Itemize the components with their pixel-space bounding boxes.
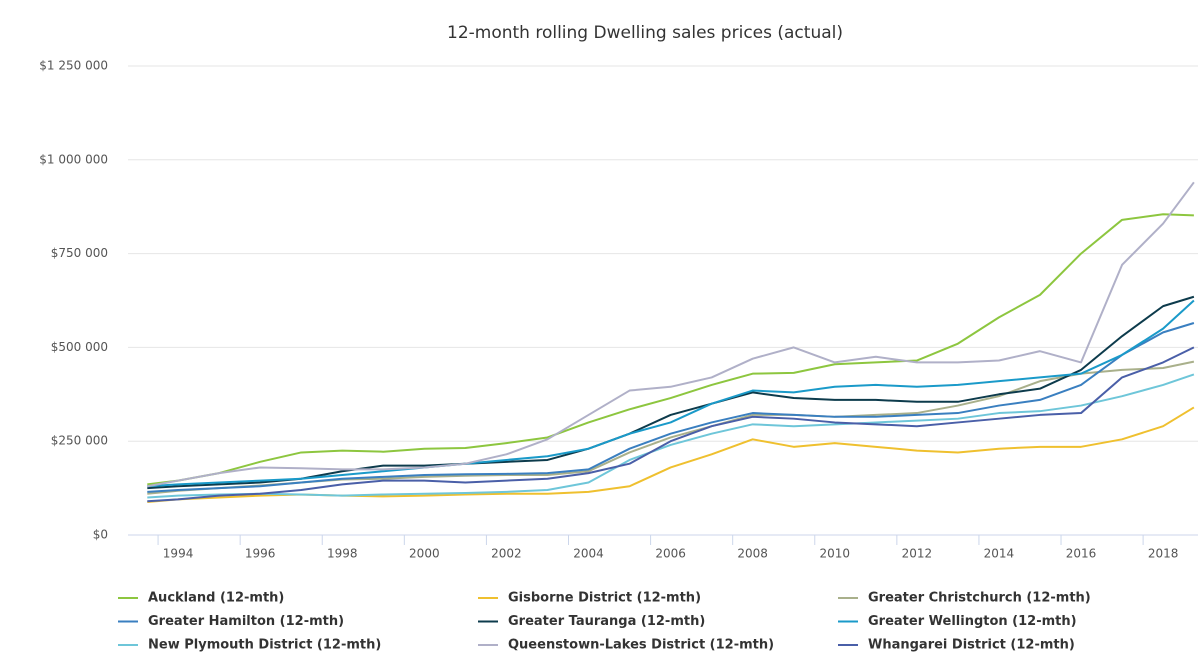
y-tick-label: $750 000 [51, 246, 108, 260]
x-tick-label: 2000 [409, 547, 440, 561]
x-tick-label: 2010 [819, 547, 850, 561]
x-tick-label: 2004 [573, 547, 604, 561]
legend-label: Queenstown-Lakes District (12-mth) [508, 638, 774, 653]
legend-label: Greater Wellington (12-mth) [868, 614, 1077, 629]
x-tick-label: 2008 [737, 547, 768, 561]
series-line [147, 299, 1195, 488]
x-tick-label: 2016 [1066, 547, 1097, 561]
series-line [147, 360, 1195, 495]
series-line [147, 295, 1195, 490]
x-tick-label: 1998 [327, 547, 358, 561]
y-tick-label: $1 250 000 [39, 59, 108, 73]
legend-label: Greater Hamilton (12-mth) [148, 614, 344, 629]
y-tick-label: $0 [93, 528, 108, 542]
legend-label: Auckland (12-mth) [148, 591, 284, 606]
legend-label: Greater Christchurch (12-mth) [868, 591, 1091, 606]
y-tick-label: $250 000 [51, 434, 108, 448]
legend-label: Greater Tauranga (12-mth) [508, 614, 705, 629]
legend-label: Whangarei District (12-mth) [868, 638, 1075, 653]
plot-area [147, 181, 1195, 503]
x-tick-label: 2014 [984, 547, 1015, 561]
x-tick-label: 2002 [491, 547, 522, 561]
series-line [147, 373, 1195, 499]
x-tick-label: 2006 [655, 547, 686, 561]
series-line [147, 322, 1195, 493]
chart-title: 12-month rolling Dwelling sales prices (… [447, 23, 843, 43]
x-tick-label: 1994 [163, 547, 194, 561]
y-tick-label: $500 000 [51, 340, 108, 354]
series-line [147, 346, 1195, 503]
x-tick-label: 2012 [902, 547, 933, 561]
y-tick-label: $1 000 000 [39, 152, 108, 166]
x-tick-label: 1996 [245, 547, 276, 561]
series-line [147, 213, 1194, 486]
x-tick-label: 2018 [1148, 547, 1179, 561]
series-line [147, 181, 1195, 488]
legend-label: New Plymouth District (12-mth) [148, 638, 381, 653]
legend-label: Gisborne District (12-mth) [508, 591, 701, 606]
